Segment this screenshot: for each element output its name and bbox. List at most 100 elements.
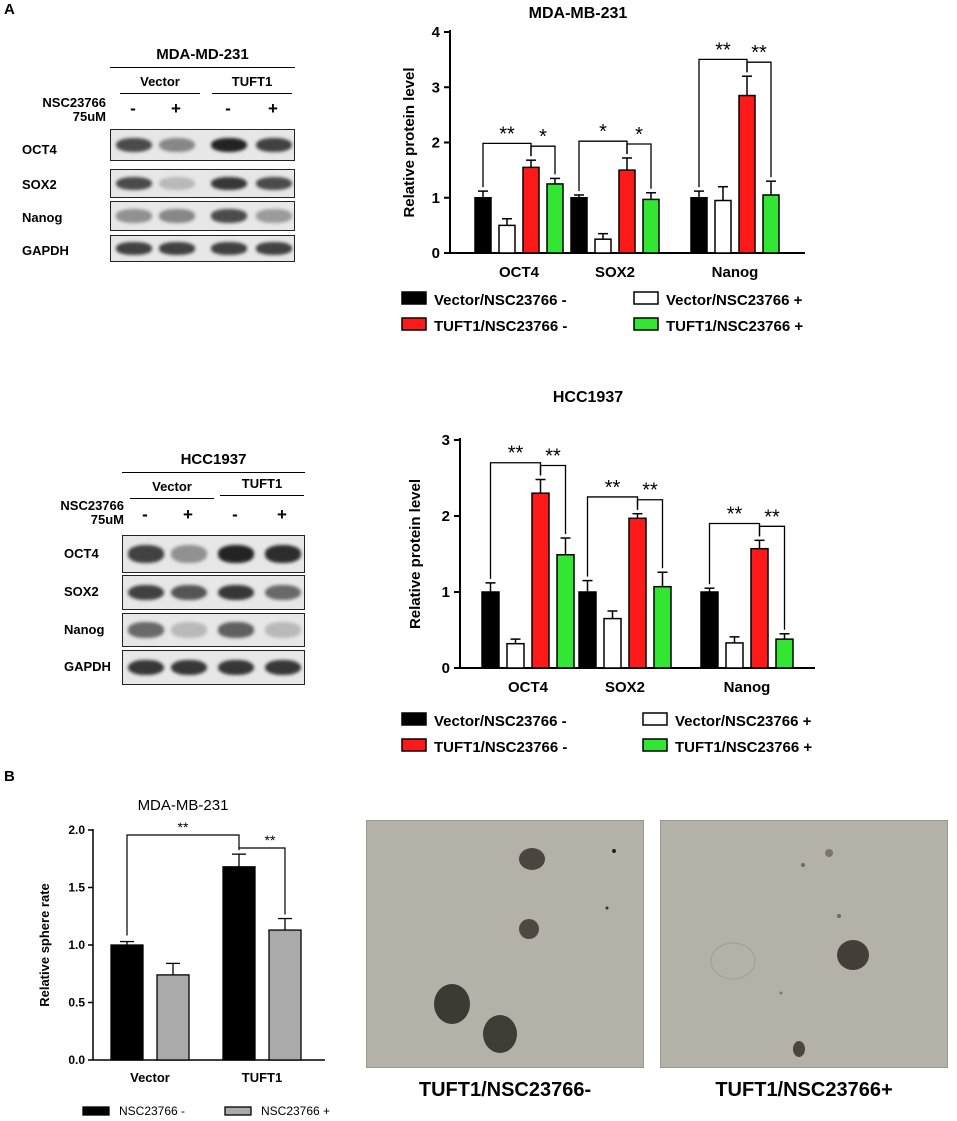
sphere-photo-treated — [660, 820, 948, 1068]
blot-band — [116, 137, 152, 153]
bar — [481, 591, 500, 669]
significance-label: * — [599, 121, 607, 143]
bar — [714, 199, 732, 254]
bar — [546, 183, 564, 254]
blot-group-vector: Vector — [140, 74, 180, 89]
bar — [653, 585, 672, 669]
blot-title: HCC1937 — [180, 451, 247, 468]
sphere-photo-content — [434, 848, 616, 1053]
bar — [110, 944, 144, 1061]
legend-label: NSC23766 + — [261, 1104, 330, 1118]
bar — [603, 617, 622, 669]
x-category-label: Vector — [130, 1070, 170, 1085]
blot-band — [265, 659, 301, 676]
significance-label: ** — [545, 446, 561, 468]
chart-title: HCC1937 — [553, 389, 623, 406]
y-axis-label: Relative protein level — [407, 479, 424, 629]
blot-band — [218, 659, 254, 676]
bar — [498, 224, 516, 254]
bar — [594, 238, 612, 254]
blot-group-rule — [220, 495, 304, 496]
x-category-label: OCT4 — [508, 679, 549, 696]
blot-band — [116, 242, 152, 255]
y-tick-label: 0 — [432, 245, 440, 262]
significance-bracket — [539, 464, 567, 535]
treatment-sign: - — [130, 99, 136, 118]
legend-swatch — [401, 291, 427, 305]
blot-condition-label: NSC23766 75uM — [30, 96, 106, 124]
blot-strip-oct4 — [110, 129, 295, 161]
blot-group-rule — [130, 498, 214, 499]
blot-group-rule — [212, 93, 292, 94]
bar — [522, 166, 540, 254]
significance-bracket — [758, 525, 786, 630]
significance-label: ** — [508, 443, 524, 465]
blot-condition-label: NSC23766 75uM — [40, 499, 124, 527]
bar — [738, 94, 756, 254]
significance-bracket — [126, 834, 240, 936]
bar — [222, 866, 256, 1061]
treatment-sign: + — [268, 99, 278, 118]
blot-row-label: OCT4 — [64, 546, 99, 561]
significance-label: * — [539, 126, 547, 148]
legend-swatch — [401, 317, 427, 331]
treatment-sign: - — [225, 99, 231, 118]
condition-dose: 75uM — [72, 109, 106, 124]
blot-band — [159, 209, 195, 223]
bar — [628, 517, 647, 669]
blot-band — [116, 176, 152, 191]
blot-band — [256, 242, 292, 255]
significance-bracket — [746, 61, 772, 178]
blot-band — [211, 209, 247, 223]
y-tick-label: 4 — [432, 24, 441, 41]
y-tick-label: 1 — [432, 190, 440, 207]
x-category-label: TUFT1 — [242, 1070, 282, 1085]
bar — [156, 974, 190, 1061]
panel-label-a: A — [4, 1, 15, 18]
y-tick-label: 1 — [442, 584, 450, 601]
photo-caption: TUFT1/NSC23766- — [418, 1079, 592, 1101]
blot-row-label: OCT4 — [22, 142, 57, 157]
x-category-label: SOX2 — [595, 264, 635, 281]
legend-label: Vector/NSC23766 + — [675, 713, 812, 730]
blot-group-vector: Vector — [152, 479, 192, 494]
legend-swatch — [224, 1106, 252, 1116]
y-tick-label: 2 — [442, 508, 450, 525]
bar-chart-hcc-protein: HCC1937 0 1 2 3 Relative protein level OCT4 SOX… — [380, 380, 957, 760]
blot-band — [256, 209, 292, 223]
bar — [268, 929, 302, 1061]
blot-band — [128, 622, 164, 638]
legend-label: TUFT1/NSC23766 - — [434, 318, 567, 335]
bar — [531, 492, 550, 669]
blot-strip-gapdh — [110, 235, 295, 262]
blot-group-rule — [120, 93, 200, 94]
blot-band — [171, 622, 207, 638]
blot-row-label: GAPDH — [64, 659, 111, 674]
blot-band — [171, 659, 207, 676]
blot-band — [128, 584, 164, 601]
legend-swatch — [633, 291, 659, 305]
bar — [618, 169, 636, 254]
western-blot-hcc: HCC1937 Vector TUFT1 NSC23766 75uM - + -… — [0, 0, 310, 700]
y-tick-label: 0 — [442, 660, 450, 677]
y-tick-label: 3 — [432, 79, 440, 96]
bar-chart-mda-protein: MDA-MB-231 0 1 2 3 4 Relative protein level OCT… — [380, 0, 957, 360]
blot-row-label: SOX2 — [22, 177, 57, 192]
y-tick-label: 3 — [442, 432, 450, 449]
blot-band — [128, 545, 164, 563]
blot-strip-nanog — [110, 201, 295, 231]
legend-label: NSC23766 - — [119, 1104, 185, 1118]
y-tick-label: 2.0 — [68, 823, 85, 837]
bar — [642, 198, 660, 254]
legend-label: TUFT1/NSC23766 + — [666, 318, 803, 335]
significance-label: ** — [642, 480, 658, 502]
blot-band — [211, 242, 247, 255]
blot-group-tuft1: TUFT1 — [241, 476, 283, 491]
condition-dose: 75uM — [90, 512, 124, 527]
significance-label: ** — [751, 42, 767, 64]
blot-row-label: SOX2 — [64, 584, 99, 599]
bar — [570, 197, 588, 254]
bar — [474, 197, 492, 254]
blot-band — [171, 584, 207, 601]
blot-title-rule — [122, 472, 305, 473]
